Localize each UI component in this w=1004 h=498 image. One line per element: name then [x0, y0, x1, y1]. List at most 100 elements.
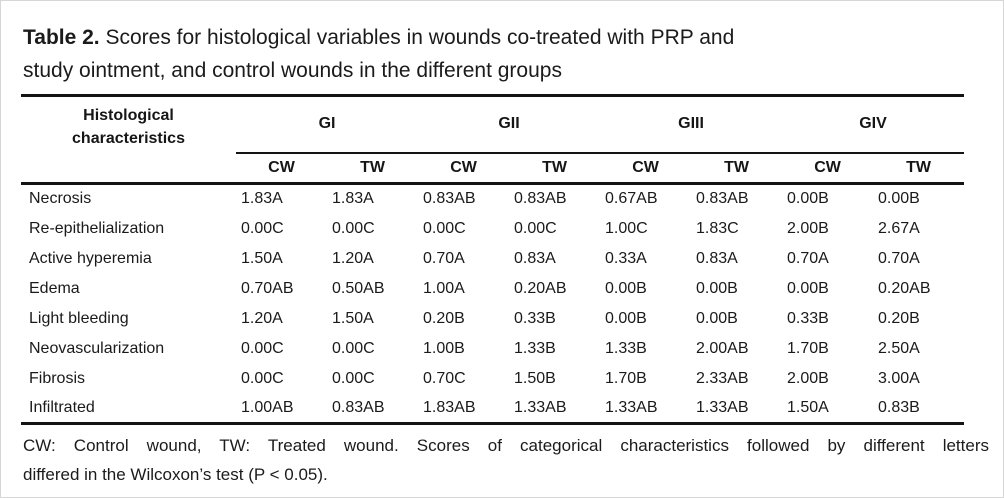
- cell: 2.50A: [878, 339, 920, 357]
- subcol-header-cw: CW: [782, 152, 874, 185]
- cell: 1.33AB: [514, 398, 567, 416]
- cell: 1.50A: [787, 398, 829, 416]
- scores-table: Histological characteristics GI GII GIII…: [21, 94, 965, 425]
- cell: 2.00B: [787, 219, 829, 237]
- cell: 1.20A: [332, 249, 374, 267]
- cell: 1.33B: [605, 339, 647, 357]
- cell: 2.67A: [878, 219, 920, 237]
- cell: 1.00AB: [241, 398, 294, 416]
- row-label: Necrosis: [29, 190, 92, 208]
- table-footnote: CW: Control wound, TW: Treated wound. Sc…: [23, 431, 989, 489]
- subcol-header-tw: TW: [509, 152, 601, 185]
- cell: 0.70A: [423, 249, 465, 267]
- cell: 0.00B: [787, 190, 829, 208]
- cell: 1.00B: [423, 339, 465, 357]
- cell: 0.00C: [241, 369, 284, 387]
- cell: 0.70A: [787, 249, 829, 267]
- cell: 0.33B: [787, 309, 829, 327]
- table-row: Light bleeding 1.20A 1.50A 0.20B 0.33B 0…: [21, 304, 964, 334]
- table-row: Re-epithelialization 0.00C 0.00C 0.00C 0…: [21, 214, 964, 244]
- cell: 1.50A: [241, 249, 283, 267]
- cell: 2.33AB: [696, 369, 749, 387]
- cell: 0.00B: [878, 190, 920, 208]
- subcol-header-cw: CW: [600, 152, 692, 185]
- cell: 0.50AB: [332, 279, 385, 297]
- cell: 0.83A: [696, 249, 738, 267]
- table-caption-text: Scores for histological variables in wou…: [23, 26, 735, 82]
- cell: 0.20B: [423, 309, 465, 327]
- row-label: Neovascularization: [29, 339, 165, 357]
- cell: 0.83AB: [514, 190, 567, 208]
- cell: 0.67AB: [605, 190, 658, 208]
- cell: 3.00A: [878, 369, 920, 387]
- subcol-header-cw: CW: [418, 152, 510, 185]
- cell: 0.00C: [514, 219, 557, 237]
- cell: 0.00C: [332, 369, 375, 387]
- cell: 1.00A: [423, 279, 465, 297]
- table-row: Edema 0.70AB 0.50AB 1.00A 0.20AB 0.00B 0…: [21, 274, 964, 304]
- table-row: Necrosis 1.83A 1.83A 0.83AB 0.83AB 0.67A…: [21, 184, 964, 214]
- cell: 0.33A: [605, 249, 647, 267]
- cell: 0.00C: [241, 219, 284, 237]
- table-caption-number: Table 2.: [23, 26, 100, 49]
- cell: 1.50A: [332, 309, 374, 327]
- group-header-giii: GIII: [600, 95, 783, 154]
- cell: 1.33B: [514, 339, 556, 357]
- cell: 1.83AB: [423, 398, 476, 416]
- row-label: Re-epithelialization: [29, 219, 165, 237]
- table-caption: Table 2. Scores for histological variabl…: [23, 21, 768, 87]
- subcolumn-header-row: CW TW CW TW CW TW CW TW: [21, 152, 965, 185]
- cell: 0.83B: [878, 398, 920, 416]
- group-header-gi: GI: [236, 95, 419, 154]
- group-header-row: Histological characteristics GI GII GIII…: [21, 95, 965, 185]
- row-label: Fibrosis: [29, 369, 86, 387]
- cell: 2.00AB: [696, 339, 749, 357]
- subcol-header-tw: TW: [873, 152, 965, 185]
- cell: 0.20AB: [514, 279, 567, 297]
- subcol-header-cw: CW: [236, 152, 327, 185]
- subcol-header-tw: TW: [691, 152, 783, 185]
- table-row: Infiltrated 1.00AB 0.83AB 1.83AB 1.33AB …: [21, 394, 964, 424]
- cell: 1.70B: [787, 339, 829, 357]
- row-label: Edema: [29, 279, 80, 297]
- row-label: Light bleeding: [29, 309, 129, 327]
- cell: 1.50B: [514, 369, 556, 387]
- cell: 1.83C: [696, 219, 739, 237]
- cell: 0.00B: [605, 279, 647, 297]
- cell: 0.83AB: [332, 398, 385, 416]
- row-label: Active hyperemia: [29, 249, 152, 267]
- cell: 0.20AB: [878, 279, 931, 297]
- cell: 0.00C: [423, 219, 466, 237]
- table-row: Neovascularization 0.00C 0.00C 1.00B 1.3…: [21, 334, 964, 364]
- cell: 0.20B: [878, 309, 920, 327]
- cell: 0.70AB: [241, 279, 294, 297]
- cell: 0.83AB: [423, 190, 476, 208]
- cell: 1.20A: [241, 309, 283, 327]
- group-header-gii: GII: [418, 95, 601, 154]
- table-row: Fibrosis 0.00C 0.00C 0.70C 1.50B 1.70B 2…: [21, 364, 964, 394]
- cell: 0.70C: [423, 369, 466, 387]
- footnote-line-1: CW: Control wound, TW: Treated wound. Sc…: [23, 436, 989, 455]
- table-row: Active hyperemia 1.50A 1.20A 0.70A 0.83A…: [21, 244, 964, 274]
- characteristics-header: Histological characteristics: [21, 95, 236, 185]
- group-header-giv: GIV: [782, 95, 965, 154]
- cell: 0.00C: [332, 219, 375, 237]
- cell: 0.00B: [696, 309, 738, 327]
- cell: 0.33B: [514, 309, 556, 327]
- cell: 2.00B: [787, 369, 829, 387]
- cell: 0.00C: [241, 339, 284, 357]
- cell: 0.70A: [878, 249, 920, 267]
- cell: 1.33AB: [605, 398, 658, 416]
- cell: 1.83A: [241, 190, 283, 208]
- cell: 0.83A: [514, 249, 556, 267]
- cell: 1.33AB: [696, 398, 749, 416]
- cell: 1.83A: [332, 190, 374, 208]
- row-label: Infiltrated: [29, 398, 95, 416]
- cell: 0.83AB: [696, 190, 749, 208]
- cell: 0.00B: [605, 309, 647, 327]
- cell: 0.00B: [696, 279, 738, 297]
- cell: 0.00B: [787, 279, 829, 297]
- subcol-header-tw: TW: [327, 152, 419, 185]
- footnote-line-2: differed in the Wilcoxon’s test (P < 0.0…: [23, 465, 328, 484]
